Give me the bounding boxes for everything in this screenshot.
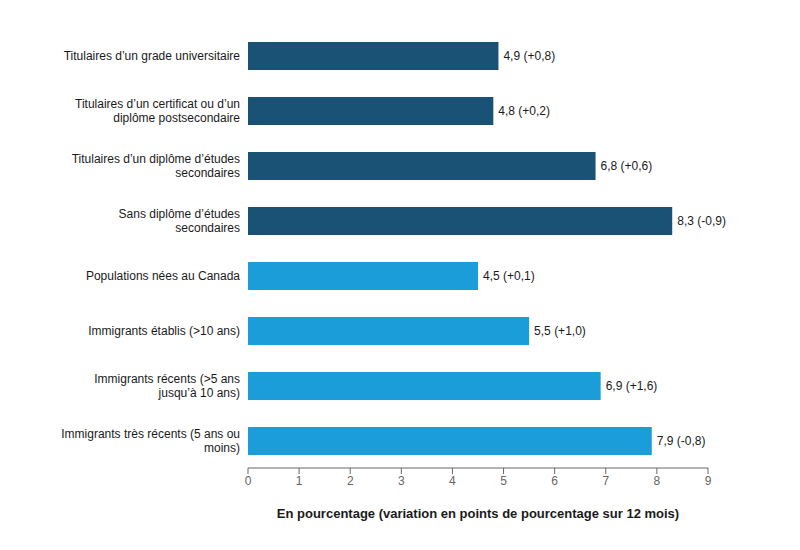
svg-text:Titulaires d’un grade universi: Titulaires d’un grade universitaire: [64, 49, 241, 63]
svg-text:Immigrants établis (>10 ans): Immigrants établis (>10 ans): [88, 324, 240, 338]
svg-text:Populations nées au Canada: Populations nées au Canada: [86, 269, 240, 283]
svg-text:Titulaires d’un certificat ou: Titulaires d’un certificat ou d’undiplôm…: [75, 97, 240, 125]
svg-text:5,5 (+1,0): 5,5 (+1,0): [534, 324, 586, 338]
svg-text:8,3 (-0,9): 8,3 (-0,9): [677, 214, 726, 228]
svg-text:Sans diplôme d’étudessecondair: Sans diplôme d’étudessecondaires: [119, 207, 240, 235]
svg-text:Immigrants récents (>5 ansjusq: Immigrants récents (>5 ansjusqu’à 10 ans…: [94, 372, 240, 400]
svg-text:7: 7: [602, 474, 609, 488]
svg-text:0: 0: [245, 474, 252, 488]
svg-text:2: 2: [347, 474, 354, 488]
svg-text:Immigrants très récents (5 ans: Immigrants très récents (5 ans oumoins): [61, 427, 240, 455]
svg-text:5: 5: [500, 474, 507, 488]
svg-text:6: 6: [551, 474, 558, 488]
svg-text:8: 8: [654, 474, 661, 488]
svg-text:En pourcentage (variation en p: En pourcentage (variation en points de p…: [277, 506, 679, 521]
svg-text:3: 3: [398, 474, 405, 488]
svg-text:4,9 (+0,8): 4,9 (+0,8): [503, 49, 555, 63]
svg-text:4,5 (+0,1): 4,5 (+0,1): [483, 269, 535, 283]
svg-text:7,9 (-0,8): 7,9 (-0,8): [657, 434, 706, 448]
svg-text:1: 1: [296, 474, 303, 488]
svg-text:Titulaires d’un diplôme d’étud: Titulaires d’un diplôme d’étudessecondai…: [72, 152, 240, 180]
svg-text:4: 4: [449, 474, 456, 488]
svg-text:6,9 (+1,6): 6,9 (+1,6): [606, 379, 658, 393]
svg-text:4,8 (+0,2): 4,8 (+0,2): [498, 104, 550, 118]
svg-text:6,8 (+0,6): 6,8 (+0,6): [601, 159, 653, 173]
svg-text:9: 9: [705, 474, 712, 488]
